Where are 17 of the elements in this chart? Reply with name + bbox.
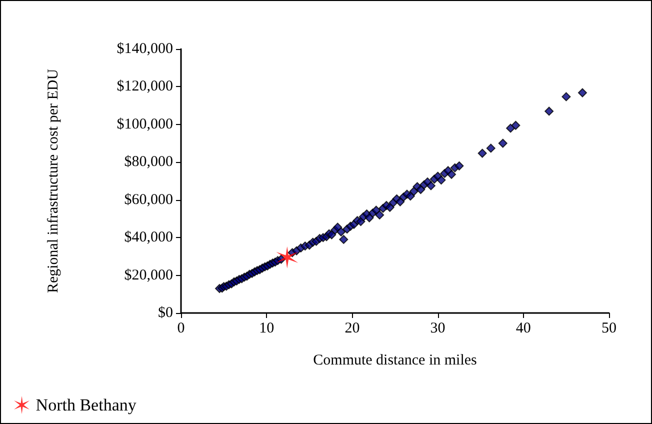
x-tick-label: 40 [516, 320, 531, 336]
x-tick-label: 20 [344, 320, 360, 336]
x-tick-label: 0 [177, 320, 185, 336]
x-tick-label: 30 [430, 320, 446, 336]
y-tick-label: $0 [158, 305, 173, 321]
y-tick-label: $120,000 [116, 78, 173, 95]
legend-label: North Bethany [36, 396, 137, 414]
y-axis-title: Regional infrastructure cost per EDU [46, 68, 62, 294]
y-tick-label: $20,000 [124, 267, 173, 284]
y-tick-label: $140,000 [116, 41, 173, 57]
x-tick-label: 10 [259, 320, 274, 336]
y-tick-label: $100,000 [116, 116, 173, 132]
x-axis-title: Commute distance in miles [313, 352, 478, 368]
y-tick-label: $40,000 [124, 230, 173, 246]
x-tick-label: 50 [602, 320, 616, 336]
y-tick-label: $80,000 [124, 154, 173, 170]
y-tick-label: $60,000 [124, 192, 173, 208]
